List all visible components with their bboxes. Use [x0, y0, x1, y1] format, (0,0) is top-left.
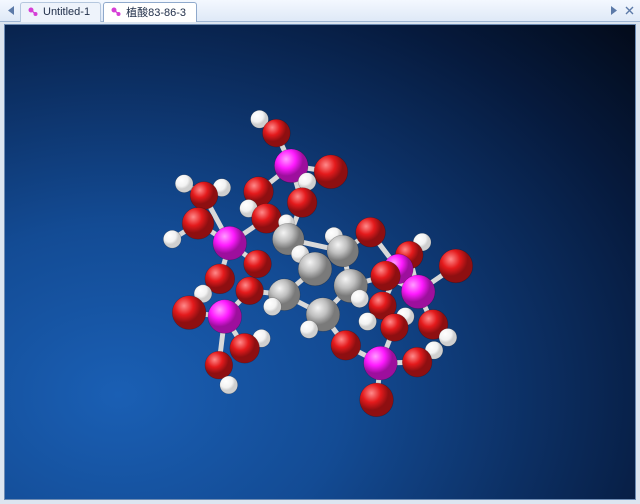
molecule-doc-icon	[27, 6, 39, 18]
tab-active-document[interactable]: 植酸83-86-3	[103, 2, 197, 22]
molecule-render	[5, 25, 635, 499]
tab-untitled[interactable]: Untitled-1	[20, 2, 101, 22]
molecule-3d-viewport[interactable]	[4, 24, 636, 500]
viewport-container	[0, 22, 640, 504]
molecule-doc-icon	[110, 6, 122, 18]
tab-scroll-prev[interactable]	[4, 4, 18, 18]
tab-scroll-next[interactable]	[606, 4, 620, 18]
tab-close-button[interactable]	[622, 4, 636, 18]
tab-label: 植酸83-86-3	[126, 4, 186, 20]
tab-label: Untitled-1	[43, 6, 90, 18]
tab-bar: Untitled-1 植酸83-86-3	[0, 0, 640, 22]
